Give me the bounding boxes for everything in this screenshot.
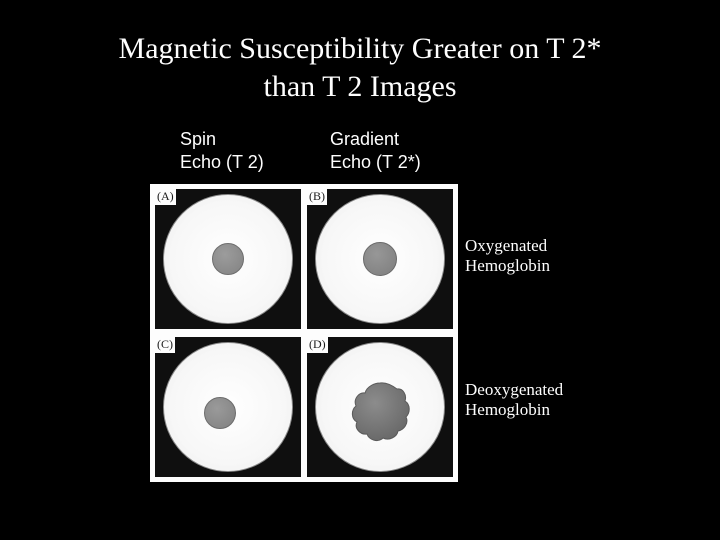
- panel-letter-d: (D): [307, 337, 328, 353]
- panel-letter-b: (B): [307, 189, 327, 205]
- row-label-deoxygenated: Deoxygenated Hemoglobin: [465, 380, 563, 421]
- col-label-right-line1: Gradient: [330, 129, 399, 149]
- col-label-spin-echo: Spin Echo (T 2): [180, 128, 264, 173]
- row-label-bottom-line2: Hemoglobin: [465, 400, 550, 419]
- row-label-top-line2: Hemoglobin: [465, 256, 550, 275]
- panel-b: [307, 189, 453, 329]
- panel-letter-c: (C): [155, 337, 175, 353]
- col-label-left-line2: Echo (T 2): [180, 152, 264, 172]
- row-label-bottom-line1: Deoxygenated: [465, 380, 563, 399]
- panel-d: [307, 337, 453, 477]
- col-label-right-line2: Echo (T 2*): [330, 152, 421, 172]
- panel-letter-a: (A): [155, 189, 176, 205]
- spot-d-blob: [345, 377, 415, 447]
- spot-c: [204, 397, 236, 429]
- row-label-top-line1: Oxygenated: [465, 236, 547, 255]
- slide-title: Magnetic Susceptibility Greater on T 2* …: [0, 30, 720, 105]
- spot-a: [212, 243, 244, 275]
- title-line2: than T 2 Images: [263, 70, 456, 103]
- title-line1: Magnetic Susceptibility Greater on T 2*: [119, 32, 602, 65]
- panel-c: [155, 337, 301, 477]
- col-label-gradient-echo: Gradient Echo (T 2*): [330, 128, 421, 173]
- row-label-oxygenated: Oxygenated Hemoglobin: [465, 236, 550, 277]
- spot-b: [363, 242, 397, 276]
- col-label-left-line1: Spin: [180, 129, 216, 149]
- panel-a: [155, 189, 301, 329]
